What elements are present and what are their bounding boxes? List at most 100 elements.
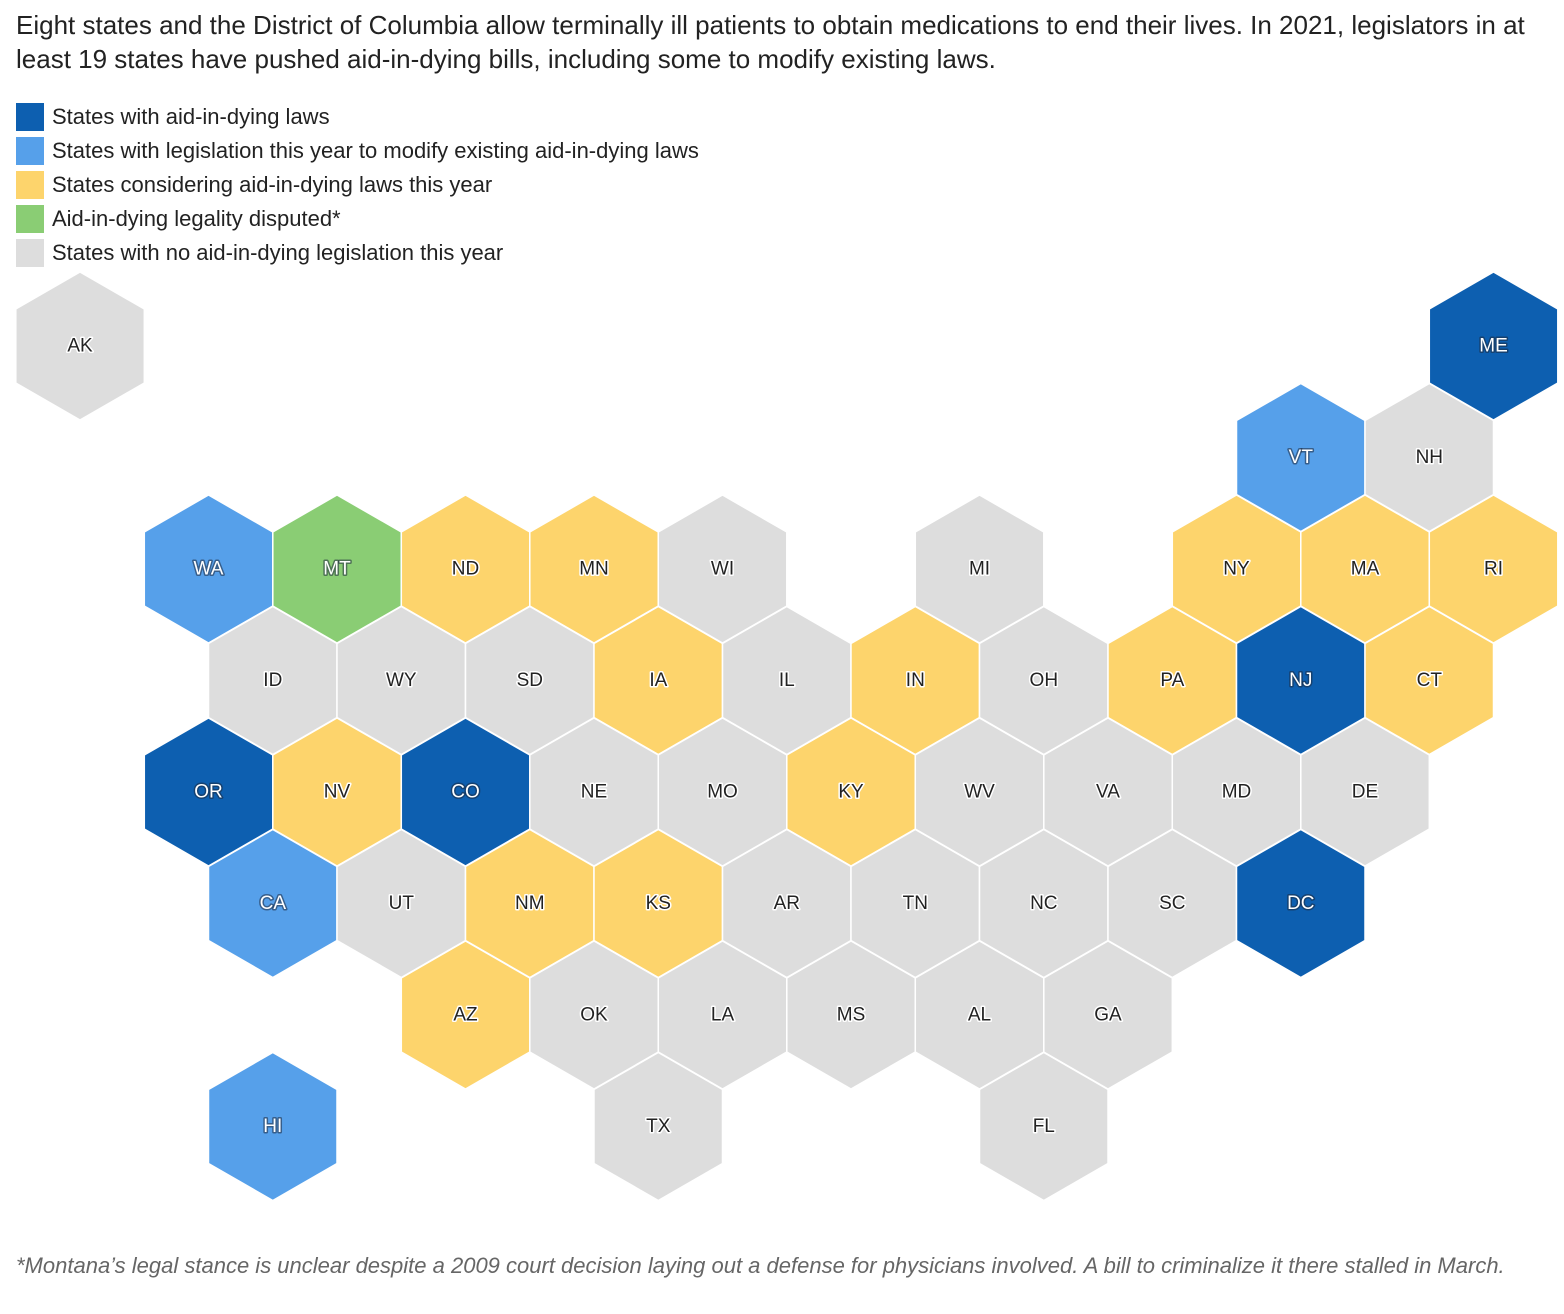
state-hex-mi[interactable]: MI bbox=[914, 494, 1045, 644]
state-label: OK bbox=[580, 1005, 608, 1026]
state-label: HI bbox=[263, 1116, 282, 1137]
legend-item-modify: States with legislation this year to mod… bbox=[16, 134, 699, 168]
state-label: PA bbox=[1160, 670, 1184, 691]
state-hex-mo[interactable]: MO bbox=[657, 717, 788, 867]
intro-text: Eight states and the District of Columbi… bbox=[16, 10, 1525, 74]
legend-swatch bbox=[16, 171, 44, 199]
state-hex-shape[interactable] bbox=[593, 1051, 724, 1202]
legend-item-considering: States considering aid-in-dying laws thi… bbox=[16, 168, 699, 202]
state-hex-wv[interactable]: WV bbox=[914, 717, 1045, 867]
state-hex-or[interactable]: OR bbox=[143, 717, 274, 867]
legend-label: States with aid-in-dying laws bbox=[52, 104, 330, 129]
state-label: OH bbox=[1030, 670, 1059, 691]
legend-label: States considering aid-in-dying laws thi… bbox=[52, 172, 493, 197]
hex-tile-map: AK ME VT NH WA MT ND MN WI MI NY MA RI ID WY SD IA IL IN OH… bbox=[15, 271, 1559, 1202]
state-hex-nm[interactable]: NM bbox=[464, 828, 595, 979]
state-label: IA bbox=[649, 670, 667, 691]
state-label: FL bbox=[1033, 1116, 1055, 1137]
state-hex-ks[interactable]: KS bbox=[593, 828, 724, 979]
state-label: KS bbox=[646, 893, 671, 914]
state-label: NC bbox=[1030, 893, 1057, 914]
state-hex-de[interactable]: DE bbox=[1300, 717, 1431, 867]
state-label: LA bbox=[711, 1005, 735, 1026]
state-hex-tx[interactable]: TX bbox=[593, 1051, 724, 1202]
state-label: NH bbox=[1416, 447, 1443, 468]
footnote: *Montana’s legal stance is unclear despi… bbox=[16, 1253, 1505, 1278]
state-label: CO bbox=[451, 782, 480, 803]
state-label: MO bbox=[707, 782, 738, 803]
state-hex-va[interactable]: VA bbox=[1043, 717, 1174, 867]
state-hex-vt[interactable]: VT bbox=[1235, 382, 1366, 533]
state-hex-dc[interactable]: DC bbox=[1235, 828, 1366, 979]
state-hex-ri[interactable]: RI bbox=[1428, 494, 1559, 644]
state-hex-shape[interactable] bbox=[1235, 828, 1366, 979]
state-label: ID bbox=[263, 670, 282, 691]
state-hex-oh[interactable]: OH bbox=[978, 605, 1109, 756]
legend-swatch bbox=[16, 205, 44, 233]
state-hex-mt[interactable]: MT bbox=[272, 494, 403, 644]
state-label: NE bbox=[581, 782, 607, 803]
state-label: AR bbox=[774, 893, 800, 914]
state-hex-ms[interactable]: MS bbox=[786, 940, 917, 1090]
state-hex-ok[interactable]: OK bbox=[529, 940, 660, 1090]
state-label: AK bbox=[67, 336, 93, 357]
legend-item-disputed: Aid-in-dying legality disputed* bbox=[16, 202, 699, 236]
state-hex-al[interactable]: AL bbox=[914, 940, 1045, 1090]
state-hex-ar[interactable]: AR bbox=[721, 828, 852, 979]
state-hex-id[interactable]: ID bbox=[207, 605, 338, 756]
state-hex-ny[interactable]: NY bbox=[1171, 494, 1302, 644]
state-label: MT bbox=[323, 559, 351, 580]
state-hex-nv[interactable]: NV bbox=[272, 717, 403, 867]
state-label: MN bbox=[579, 559, 609, 580]
state-label: VT bbox=[1289, 447, 1314, 468]
state-label: DE bbox=[1352, 782, 1378, 803]
state-label: WA bbox=[194, 559, 224, 580]
state-label: IN bbox=[906, 670, 925, 691]
state-label: OR bbox=[194, 782, 223, 803]
state-label: IL bbox=[779, 670, 795, 691]
state-label: RI bbox=[1484, 559, 1503, 580]
state-label: NM bbox=[515, 893, 545, 914]
state-label: SC bbox=[1159, 893, 1185, 914]
state-hex-ak[interactable]: AK bbox=[15, 271, 146, 421]
state-label: WV bbox=[964, 782, 995, 803]
state-hex-nh[interactable]: NH bbox=[1364, 382, 1495, 533]
state-label: MI bbox=[969, 559, 990, 580]
state-label: AZ bbox=[453, 1005, 478, 1026]
state-hex-shape[interactable] bbox=[207, 1051, 338, 1202]
legend-item-none: States with no aid-in-dying legislation … bbox=[16, 236, 699, 270]
legend-label: States with legislation this year to mod… bbox=[52, 138, 699, 163]
state-label: ME bbox=[1479, 336, 1508, 357]
state-label: MS bbox=[837, 1005, 866, 1026]
legend-label: Aid-in-dying legality disputed* bbox=[52, 206, 341, 231]
state-hex-shape[interactable] bbox=[15, 271, 146, 421]
legend-swatch bbox=[16, 137, 44, 165]
state-label: UT bbox=[389, 893, 415, 914]
state-hex-fl[interactable]: FL bbox=[978, 1051, 1109, 1202]
state-label: MD bbox=[1222, 782, 1252, 803]
state-label: KY bbox=[838, 782, 864, 803]
legend-swatch bbox=[16, 239, 44, 267]
state-label: WI bbox=[711, 559, 734, 580]
state-label: DC bbox=[1287, 893, 1314, 914]
legend-label: States with no aid-in-dying legislation … bbox=[52, 240, 504, 265]
state-hex-nj[interactable]: NJ bbox=[1235, 605, 1366, 756]
state-hex-ut[interactable]: UT bbox=[336, 828, 467, 979]
state-label: TX bbox=[646, 1116, 671, 1137]
state-label: SD bbox=[517, 670, 543, 691]
state-hex-shape[interactable] bbox=[978, 1051, 1109, 1202]
state-label: TN bbox=[903, 893, 928, 914]
state-hex-ct[interactable]: CT bbox=[1364, 605, 1495, 756]
state-hex-pa[interactable]: PA bbox=[1107, 605, 1238, 756]
state-label: CT bbox=[1417, 670, 1443, 691]
state-label: MA bbox=[1351, 559, 1380, 580]
state-hex-me[interactable]: ME bbox=[1428, 271, 1559, 421]
state-hex-mn[interactable]: MN bbox=[529, 494, 660, 644]
state-hex-ne[interactable]: NE bbox=[529, 717, 660, 867]
state-label: ND bbox=[452, 559, 479, 580]
state-label: NJ bbox=[1289, 670, 1312, 691]
state-hex-hi[interactable]: HI bbox=[207, 1051, 338, 1202]
state-label: VA bbox=[1096, 782, 1120, 803]
state-hex-il[interactable]: IL bbox=[721, 605, 852, 756]
legend: States with aid-in-dying laws States with… bbox=[16, 100, 699, 270]
